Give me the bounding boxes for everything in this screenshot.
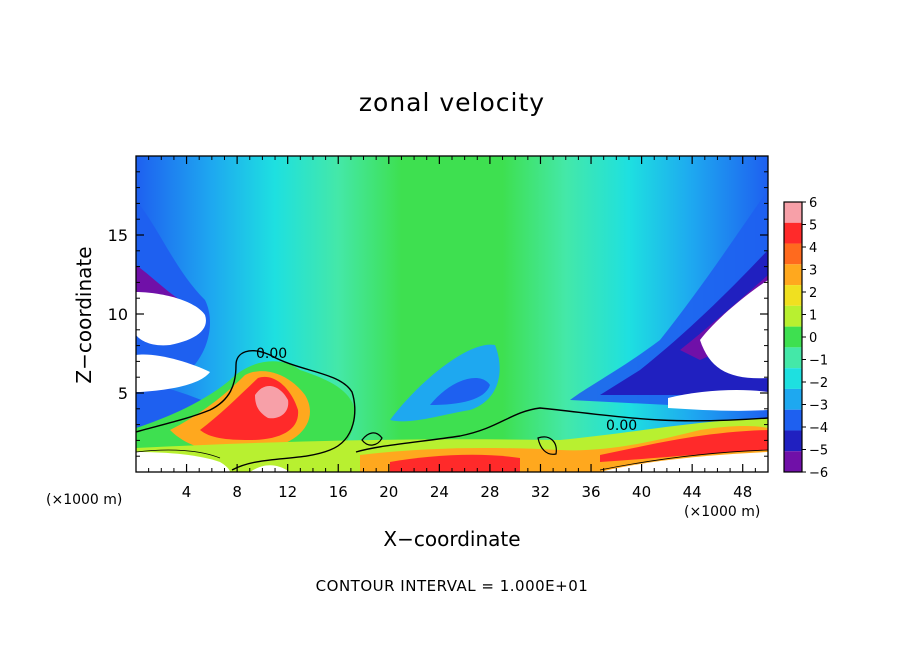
x-tick-label: 20: [379, 483, 398, 501]
y-tick-label: 10: [108, 305, 128, 324]
x-tick-label: 36: [581, 483, 600, 501]
colorbar-label: 5: [809, 219, 817, 234]
x-tick-label: 4: [182, 483, 192, 501]
colorbar-label: −6: [809, 466, 828, 481]
colorbar-label: −4: [809, 421, 828, 436]
colorbar-label: 6: [809, 196, 817, 211]
colorbar-swatch: [784, 202, 802, 223]
y-unit-label: (×1000 m): [46, 492, 123, 508]
colorbar-label: 1: [809, 309, 817, 324]
x-tick-label: 32: [531, 483, 550, 501]
y-axis: 5 10 15: [108, 171, 768, 457]
heatmap-field: 0.00 0.00: [136, 156, 768, 472]
colorbar-swatch: [784, 388, 802, 410]
colorbar-swatch: [784, 285, 802, 306]
colorbar-swatch: [784, 243, 802, 265]
y-tick-label: 5: [118, 384, 128, 403]
x-axis: 4 8 12 16 20 24 28 32 36 40 44 48: [148, 156, 756, 501]
colorbar-swatch: [784, 347, 802, 369]
colorbar-label: 2: [809, 286, 817, 301]
colorbar-label: −5: [809, 444, 828, 459]
x-tick-label: 28: [480, 483, 499, 501]
x-tick-label: 40: [632, 483, 651, 501]
x-tick-label: 16: [329, 483, 348, 501]
colorbar-swatch: [784, 326, 802, 348]
x-tick-label: 24: [430, 483, 449, 501]
colorbar: 6 5 4 3 2 1 0 −1 −2 −3 −4 −5 −6: [783, 196, 828, 481]
colorbar-label: −2: [809, 376, 828, 391]
colorbar-label: 3: [809, 264, 817, 279]
x-unit-label: (×1000 m): [684, 504, 761, 520]
colorbar-label: 0: [809, 331, 817, 346]
x-tick-label: 44: [683, 483, 702, 501]
contour-label: 0.00: [606, 418, 637, 434]
x-tick-label: 12: [278, 483, 297, 501]
contour-interval-note: CONTOUR INTERVAL = 1.000E+01: [315, 577, 589, 595]
colorbar-swatch: [784, 222, 802, 244]
chart-title: zonal velocity: [358, 88, 546, 117]
colorbar-swatch: [784, 430, 802, 452]
x-tick-label: 48: [733, 483, 752, 501]
colorbar-swatch: [784, 409, 802, 431]
contour-label: 0.00: [256, 346, 287, 362]
colorbar-label: −3: [809, 399, 828, 414]
colorbar-label: −1: [809, 354, 828, 369]
colorbar-label: 4: [809, 241, 817, 256]
colorbar-swatch: [784, 451, 802, 472]
colorbar-swatch: [784, 305, 802, 327]
x-axis-label: X−coordinate: [383, 527, 521, 551]
y-axis-label: Z−coordinate: [72, 246, 96, 384]
x-tick-label: 8: [232, 483, 242, 501]
y-tick-label: 15: [108, 226, 128, 245]
colorbar-swatch: [784, 264, 802, 286]
colorbar-swatch: [784, 368, 802, 389]
